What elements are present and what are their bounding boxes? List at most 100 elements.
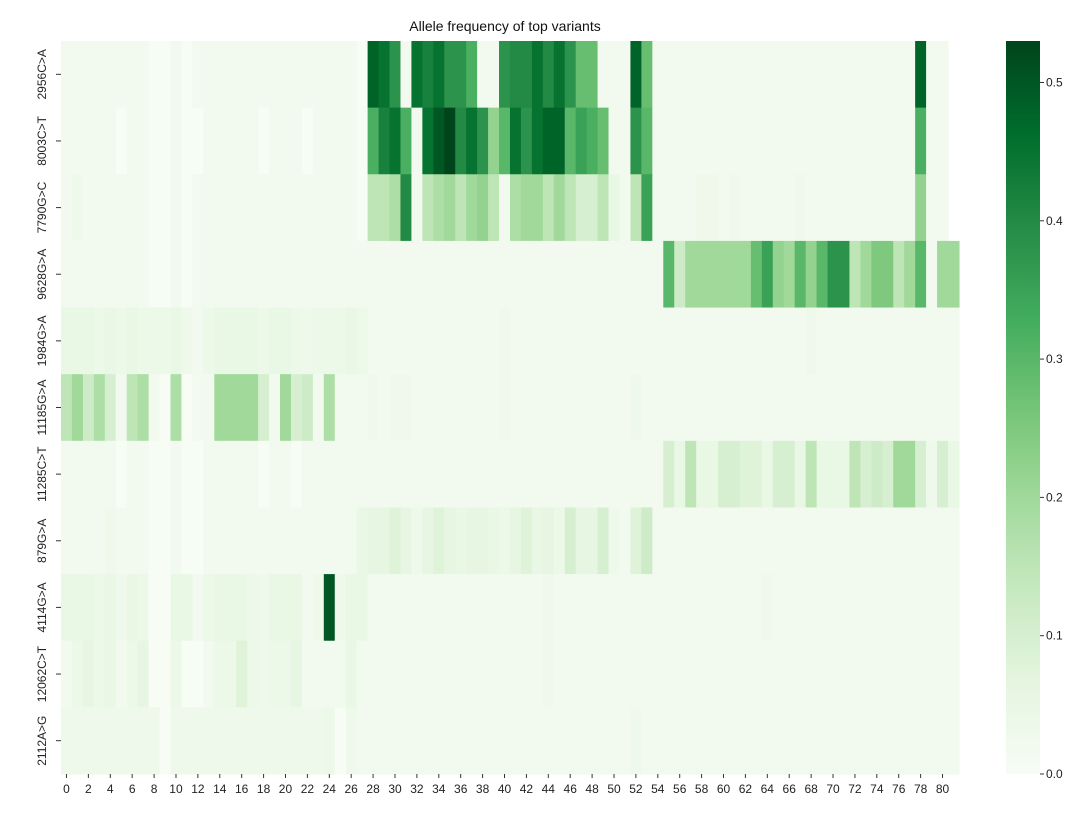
heatmap-cell	[104, 440, 117, 509]
heatmap-cell	[553, 374, 566, 442]
x-tick-label: 18	[257, 782, 271, 796]
heatmap-cell	[400, 374, 413, 442]
heatmap-cell	[652, 107, 664, 175]
heatmap-cell	[652, 41, 664, 109]
heatmap-cell	[597, 240, 610, 309]
heatmap-cell	[937, 240, 949, 309]
heatmap-cell	[378, 440, 391, 509]
heatmap-cell	[805, 507, 818, 575]
heatmap-cell	[926, 240, 938, 309]
heatmap-cell	[258, 707, 270, 775]
heatmap-cell	[937, 374, 949, 442]
heatmap-cell	[915, 640, 927, 708]
heatmap-cell	[280, 440, 292, 509]
heatmap-cell	[334, 41, 347, 109]
x-tick-label: 24	[323, 782, 337, 796]
heatmap-cell	[630, 574, 642, 642]
heatmap-cell	[827, 307, 840, 375]
heatmap-cell	[488, 307, 500, 375]
heatmap-cell	[761, 374, 774, 442]
heatmap-cell	[269, 507, 281, 575]
heatmap-cell	[553, 41, 566, 109]
x-tick-label: 32	[410, 782, 424, 796]
x-tick-label: 10	[169, 782, 183, 796]
heatmap-cell	[509, 240, 522, 309]
heatmap-cell	[838, 507, 851, 575]
heatmap-cell	[520, 507, 533, 575]
heatmap-cell	[707, 240, 719, 309]
heatmap-cell	[159, 41, 172, 109]
y-tick-label: 12062C>T	[35, 645, 49, 702]
heatmap-cell	[937, 707, 949, 775]
heatmap-cell	[696, 374, 708, 442]
heatmap-cell	[148, 374, 161, 442]
heatmap-cell	[225, 640, 237, 708]
heatmap-cell	[531, 640, 544, 708]
heatmap-cell	[739, 507, 752, 575]
heatmap-cell	[707, 707, 719, 775]
heatmap-cell	[619, 307, 632, 375]
heatmap-cell	[301, 640, 314, 708]
heatmap-cell	[82, 374, 95, 442]
heatmap-cell	[871, 374, 883, 442]
heatmap-cell	[805, 307, 818, 375]
heatmap-cell	[696, 240, 708, 309]
heatmap-cell	[455, 440, 467, 509]
heatmap-cell	[345, 640, 358, 708]
heatmap-cell	[115, 574, 128, 642]
heatmap-cell	[181, 374, 194, 442]
heatmap-cell	[104, 374, 117, 442]
heatmap-cell	[82, 307, 95, 375]
heatmap-cell	[849, 507, 861, 575]
heatmap-cell	[542, 307, 555, 375]
heatmap-cell	[356, 440, 369, 509]
heatmap-cell	[893, 440, 905, 509]
heatmap-cell	[597, 707, 610, 775]
heatmap-cell	[236, 374, 248, 442]
heatmap-cell	[564, 574, 577, 642]
heatmap-cell	[400, 507, 413, 575]
heatmap-cell	[685, 174, 697, 242]
heatmap-cell	[750, 41, 763, 109]
heatmap-cell	[258, 507, 270, 575]
heatmap-cell	[805, 640, 818, 708]
heatmap-cell	[663, 107, 675, 175]
heatmap-cell	[236, 507, 248, 575]
heatmap-cell	[82, 440, 95, 509]
heatmap-cell	[794, 440, 807, 509]
heatmap-cell	[761, 507, 774, 575]
heatmap-cell	[893, 41, 905, 109]
heatmap-cell	[674, 374, 686, 442]
heatmap-cell	[509, 307, 522, 375]
heatmap-cell	[597, 374, 610, 442]
heatmap-cell	[860, 440, 872, 509]
heatmap-cell	[750, 640, 763, 708]
heatmap-cell	[422, 640, 434, 708]
heatmap-cell	[816, 440, 829, 509]
heatmap-cell	[367, 240, 380, 309]
heatmap-cell	[137, 640, 150, 708]
heatmap-cell	[564, 507, 577, 575]
heatmap-cell	[641, 574, 653, 642]
heatmap-cell	[805, 707, 818, 775]
heatmap-cell	[170, 307, 183, 375]
heatmap-cell	[794, 174, 807, 242]
heatmap-cell	[509, 574, 522, 642]
heatmap-cell	[838, 41, 851, 109]
heatmap-cell	[488, 374, 500, 442]
heatmap-cell	[148, 707, 161, 775]
heatmap-cell	[641, 440, 653, 509]
heatmap-cell	[915, 174, 927, 242]
heatmap-cell	[838, 307, 851, 375]
heatmap-cell	[466, 440, 478, 509]
y-tick-label: 11285C>T	[35, 446, 49, 502]
heatmap-cell	[192, 707, 204, 775]
heatmap-cell	[258, 307, 270, 375]
heatmap-cell	[739, 640, 752, 708]
heatmap-cell	[159, 307, 172, 375]
heatmap-cell	[937, 107, 949, 175]
x-tick-label: 0	[63, 782, 70, 796]
heatmap-cell	[71, 574, 84, 642]
heatmap-cell	[115, 174, 128, 242]
heatmap-cell	[323, 107, 336, 175]
